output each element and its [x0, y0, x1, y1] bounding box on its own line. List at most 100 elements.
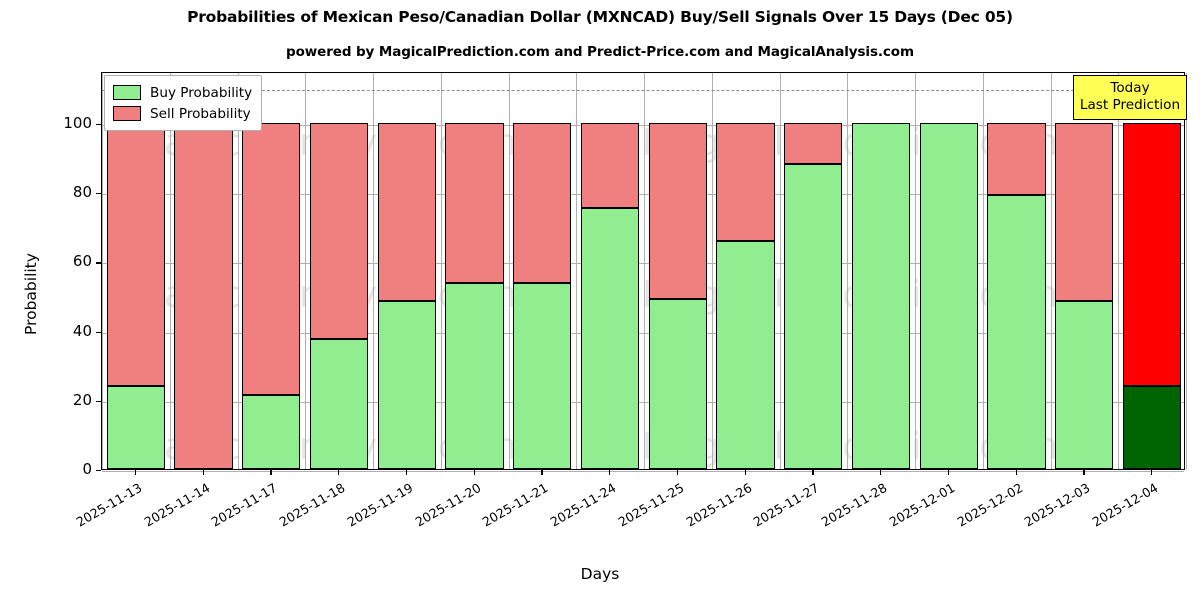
x-axis-tick-mark [338, 470, 340, 475]
legend-swatch-sell [113, 106, 141, 121]
bar-segment-sell [242, 122, 301, 395]
bar [377, 71, 436, 469]
bar-segment-sell [1122, 122, 1182, 386]
bar [648, 71, 707, 469]
x-axis-tick-label: 2025-12-01 [886, 480, 958, 530]
bar [445, 71, 504, 469]
bar [987, 71, 1046, 469]
x-axis-tick-label: 2025-11-14 [141, 480, 213, 530]
chart-subtitle: powered by MagicalPrediction.com and Pre… [286, 44, 914, 60]
bar-segment-buy [648, 298, 707, 469]
bar [106, 71, 165, 469]
x-axis-tick-mark [609, 470, 611, 475]
y-axis-tick-mark [96, 193, 101, 195]
bar [513, 71, 572, 469]
bar [784, 71, 843, 469]
bar-segment-buy [513, 283, 572, 469]
x-axis-tick-label: 2025-11-19 [344, 480, 416, 530]
bar-segment-sell [445, 122, 504, 284]
bar-segment-buy [377, 301, 436, 469]
x-axis-tick-mark [676, 470, 679, 475]
bar-segment-sell [106, 122, 165, 386]
bar [919, 71, 978, 469]
bar [1055, 71, 1114, 469]
bar-segment-sell [1055, 122, 1114, 302]
y-axis-tick-label: 80 [72, 183, 92, 202]
y-axis-tick-mark [96, 331, 101, 333]
x-axis-tick-label: 2025-12-03 [1021, 480, 1093, 530]
bar-segment-buy [987, 194, 1046, 469]
legend-label-sell: Sell Probability [150, 105, 251, 122]
bar-segment-buy [1055, 301, 1114, 469]
x-axis-tick-label: 2025-11-28 [818, 480, 890, 530]
y-axis-tick-label: 0 [82, 460, 92, 478]
bar-segment-buy [580, 208, 640, 469]
chart-title: Probabilities of Mexican Peso/Canadian D… [187, 8, 1013, 26]
y-axis-tick-mark [96, 400, 101, 402]
x-axis-tick-mark [270, 470, 272, 475]
bar-today [1122, 71, 1182, 469]
x-axis-tick-label: 2025-11-26 [683, 480, 755, 530]
bar-segment-sell [784, 122, 843, 165]
bar [242, 71, 301, 469]
legend-item-buy: Buy Probability [113, 82, 252, 103]
x-axis-tick-label: 2025-12-02 [954, 480, 1026, 530]
x-axis-tick-label: 2025-11-27 [750, 480, 822, 530]
x-axis-tick-mark [1151, 470, 1153, 475]
bar [851, 71, 911, 469]
chart-legend: Buy Probability Sell Probability [104, 75, 263, 131]
y-axis-tick-mark [96, 470, 101, 472]
bar-segment-buy [445, 283, 504, 469]
legend-label-buy: Buy Probability [150, 84, 253, 101]
bar-segment-sell [513, 122, 572, 284]
x-axis-tick-label: 2025-11-18 [276, 480, 348, 530]
bar-segment-sell [648, 122, 707, 299]
x-axis-tick-label: 2025-11-13 [73, 480, 145, 530]
x-axis-tick-mark [947, 470, 950, 475]
today-annotation: Today Last Prediction [1073, 75, 1187, 120]
bar-segment-buy [851, 122, 911, 469]
bar-segment-sell [377, 122, 436, 302]
y-axis-tick-label: 20 [72, 390, 92, 409]
bar-segment-buy [784, 164, 843, 469]
bar-segment-buy [919, 122, 978, 469]
x-axis-tick-label: 2025-11-24 [547, 480, 619, 530]
bar-segment-buy [1122, 385, 1182, 469]
bars-layer [102, 73, 1184, 469]
x-axis-tick-mark [473, 470, 475, 475]
bar-segment-buy [309, 339, 369, 469]
x-axis-tick-mark [880, 470, 882, 475]
bar [309, 71, 369, 469]
gridline-vertical [1186, 73, 1187, 469]
x-axis-tick-label: 2025-11-25 [615, 480, 687, 530]
bar-segment-sell [309, 122, 369, 340]
x-axis-tick-mark [1015, 470, 1017, 475]
bar-segment-sell [580, 122, 640, 209]
bar-segment-buy [106, 385, 165, 469]
x-axis-tick-mark [812, 470, 814, 475]
x-axis-tick-label: 2025-11-20 [412, 480, 484, 530]
legend-swatch-buy [113, 85, 141, 100]
x-axis-tick-label: 2025-11-17 [208, 480, 280, 530]
y-axis-tick-mark [96, 123, 101, 126]
gridline-horizontal [102, 471, 1184, 472]
bar-segment-buy [242, 394, 301, 469]
x-axis-label: Days [580, 565, 620, 583]
x-axis-tick-mark [202, 470, 204, 475]
plot-area: MagicalAnalysis.comMagicalPrediction.com… [101, 72, 1187, 472]
y-axis-tick-label: 60 [72, 252, 92, 271]
bar [580, 71, 640, 469]
x-axis-tick-label: 2025-11-21 [479, 480, 551, 530]
bar-segment-buy [716, 240, 775, 469]
x-axis-tick-mark [1083, 470, 1085, 475]
x-axis-tick-mark [405, 470, 408, 475]
today-annotation-line1: Today [1110, 80, 1150, 96]
bar-segment-sell [716, 122, 775, 241]
y-axis-tick-label: 100 [63, 113, 92, 132]
y-axis-tick-label: 40 [72, 321, 92, 340]
x-axis-tick-mark [541, 470, 543, 475]
legend-item-sell: Sell Probability [113, 103, 252, 124]
x-axis-tick-mark [134, 470, 137, 475]
today-annotation-line2: Last Prediction [1079, 97, 1181, 113]
